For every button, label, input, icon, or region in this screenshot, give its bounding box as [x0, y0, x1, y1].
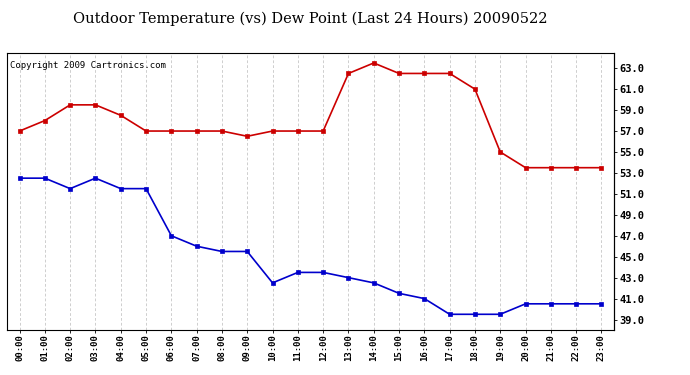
Text: Copyright 2009 Cartronics.com: Copyright 2009 Cartronics.com [10, 61, 166, 70]
Text: Outdoor Temperature (vs) Dew Point (Last 24 Hours) 20090522: Outdoor Temperature (vs) Dew Point (Last… [73, 11, 548, 26]
